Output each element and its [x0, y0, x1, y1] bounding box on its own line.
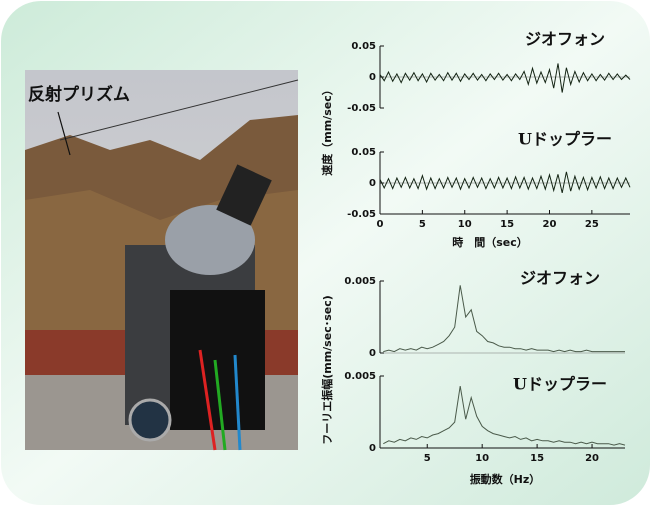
trace: [379, 63, 631, 93]
y-tick-label: 0.05: [351, 147, 376, 158]
chart-title: ジオフォン: [520, 269, 600, 288]
y-axis-label: 速度（mm/sec）: [320, 84, 334, 175]
y-tick-label: 0.005: [344, 371, 376, 382]
x-tick-label: 5: [424, 453, 431, 464]
y-tick-label: 0: [369, 72, 376, 83]
y-tick-label: -0.05: [347, 209, 376, 220]
x-axis-label: 振動数（Hz）: [470, 472, 541, 486]
trace: [383, 285, 625, 353]
chart-title: ジオフォン: [525, 30, 605, 49]
y-tick-label: -0.05: [347, 103, 376, 114]
x-tick-label: 10: [475, 453, 489, 464]
x-tick-label: 10: [458, 219, 472, 230]
x-tick-label: 25: [585, 219, 599, 230]
y-tick-label: 0.005: [344, 276, 376, 287]
x-tick-label: 20: [585, 453, 599, 464]
chart-title: Uドップラー: [513, 375, 607, 394]
photo-label: 反射プリズム: [28, 84, 130, 105]
y-tick-label: 0: [369, 443, 376, 454]
y-tick-label: 0: [369, 178, 376, 189]
x-tick-label: 0: [377, 219, 384, 230]
trace: [383, 386, 626, 446]
x-axis-label: 時 間（sec）: [452, 235, 528, 249]
chart-title: Uドップラー: [518, 130, 612, 149]
x-tick-label: 15: [530, 453, 544, 464]
x-tick-label: 5: [419, 219, 426, 230]
x-tick-label: 20: [543, 219, 557, 230]
photo: 反射プリズム: [25, 70, 299, 451]
y-axis-label: フーリエ振幅(mm/sec･sec): [320, 295, 334, 445]
trace: [379, 171, 631, 194]
x-tick-label: 15: [500, 219, 514, 230]
y-tick-label: 0: [369, 348, 376, 359]
y-tick-label: 0.05: [351, 41, 376, 52]
